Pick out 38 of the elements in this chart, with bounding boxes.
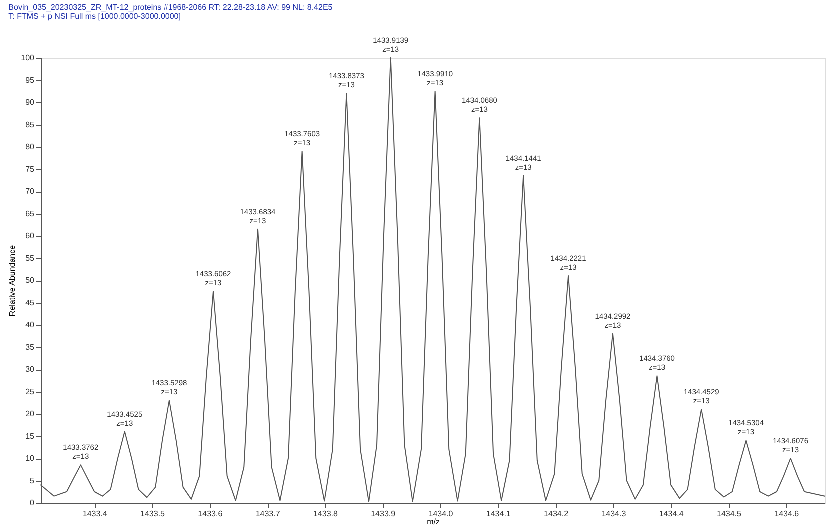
- y-tick-label: 100: [21, 54, 36, 62]
- y-tick-label: 25: [26, 387, 36, 396]
- x-tick-label: 1433.8: [313, 510, 338, 518]
- y-tick-label: 75: [26, 164, 36, 174]
- x-axis-title: m/z: [427, 518, 440, 526]
- x-tick-label: 1433.7: [256, 510, 281, 518]
- x-tick-label: 1434.4: [659, 510, 684, 518]
- chart-title: Bovin_035_20230325_ZR_MT-12_proteins #1968-2066 RT: 22.28-23.18 AV: 99 NL: 8.42E5: [8, 3, 334, 12]
- y-tick-label: 85: [26, 120, 36, 130]
- x-tick-label: 1433.6: [198, 510, 224, 518]
- y-tick-label: 80: [26, 142, 36, 152]
- y-tick-label: 20: [26, 410, 36, 418]
- y-tick-label: 60: [26, 232, 36, 240]
- y-tick-label: 70: [26, 187, 36, 196]
- y-tick-label: 95: [26, 76, 36, 85]
- y-tick-label: 90: [26, 98, 36, 107]
- y-tick-label: 50: [26, 276, 36, 285]
- x-tick-label: 1434.6: [774, 510, 800, 518]
- y-tick-label: 40: [26, 320, 36, 330]
- y-tick-label: 10: [26, 454, 36, 463]
- x-tick-label: 1433.9: [371, 510, 396, 518]
- y-tick-label: 35: [26, 342, 36, 352]
- y-tick-label: 0: [30, 498, 36, 508]
- x-tick-label: 1434.1: [486, 510, 512, 518]
- y-tick-label: 45: [26, 298, 36, 308]
- chart-subtitle: T: FTMS + p NSI Full ms [1000.0000-3000.0000]: [8, 12, 181, 21]
- y-tick-label: 30: [26, 365, 36, 374]
- x-tick-label: 1433.5: [140, 510, 166, 518]
- y-tick-label: 55: [26, 254, 36, 263]
- y-tick-label: 5: [30, 476, 36, 486]
- x-tick-label: 1434.5: [716, 510, 742, 518]
- x-tick-label: 1434.3: [602, 510, 627, 518]
- y-tick-label: 15: [26, 432, 36, 441]
- x-tick-label: 1433.4: [82, 510, 108, 518]
- y-tick-label: 65: [26, 209, 36, 218]
- y-axis-title: Relative Abundance: [8, 244, 18, 317]
- x-tick-label: 1434.2: [544, 510, 570, 518]
- x-tick-label: 1434.0: [428, 510, 454, 518]
